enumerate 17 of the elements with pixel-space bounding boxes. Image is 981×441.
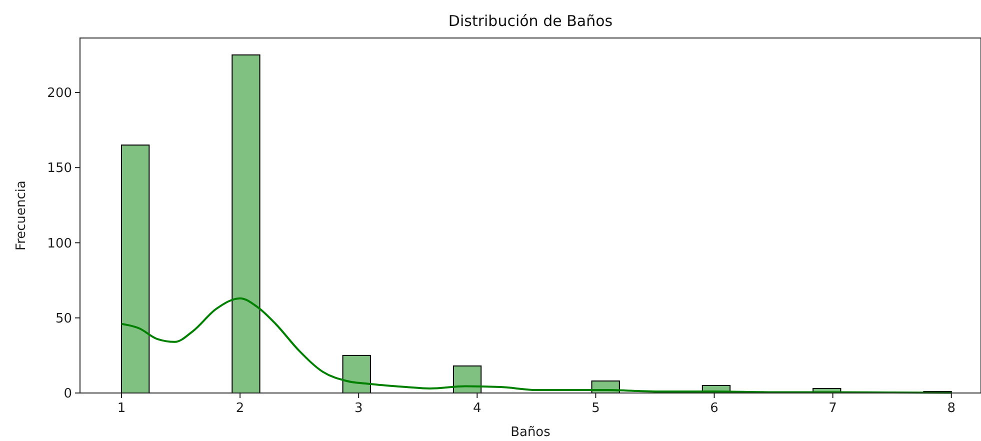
chart-title: Distribución de Baños bbox=[448, 12, 613, 30]
y-axis-title: Frecuencia bbox=[14, 180, 29, 250]
x-tick-label: 5 bbox=[592, 401, 600, 416]
y-tick-label: 0 bbox=[64, 386, 72, 402]
x-tick-label: 1 bbox=[117, 401, 126, 416]
y-tick-label: 150 bbox=[47, 161, 72, 176]
x-axis-title: Baños bbox=[510, 425, 551, 440]
x-tick-label: 3 bbox=[354, 401, 363, 416]
line-series bbox=[120, 297, 952, 394]
x-tick-label: 4 bbox=[473, 401, 482, 416]
y-tick-label: 50 bbox=[55, 311, 72, 326]
y-tick-label: 200 bbox=[47, 86, 72, 102]
x-tick-label: 6 bbox=[710, 401, 718, 416]
y-tick-label: 100 bbox=[47, 236, 72, 252]
x-tick-label: 7 bbox=[828, 401, 837, 416]
x-tick-label: 8 bbox=[947, 401, 956, 416]
x-tick-label: 2 bbox=[236, 401, 244, 416]
